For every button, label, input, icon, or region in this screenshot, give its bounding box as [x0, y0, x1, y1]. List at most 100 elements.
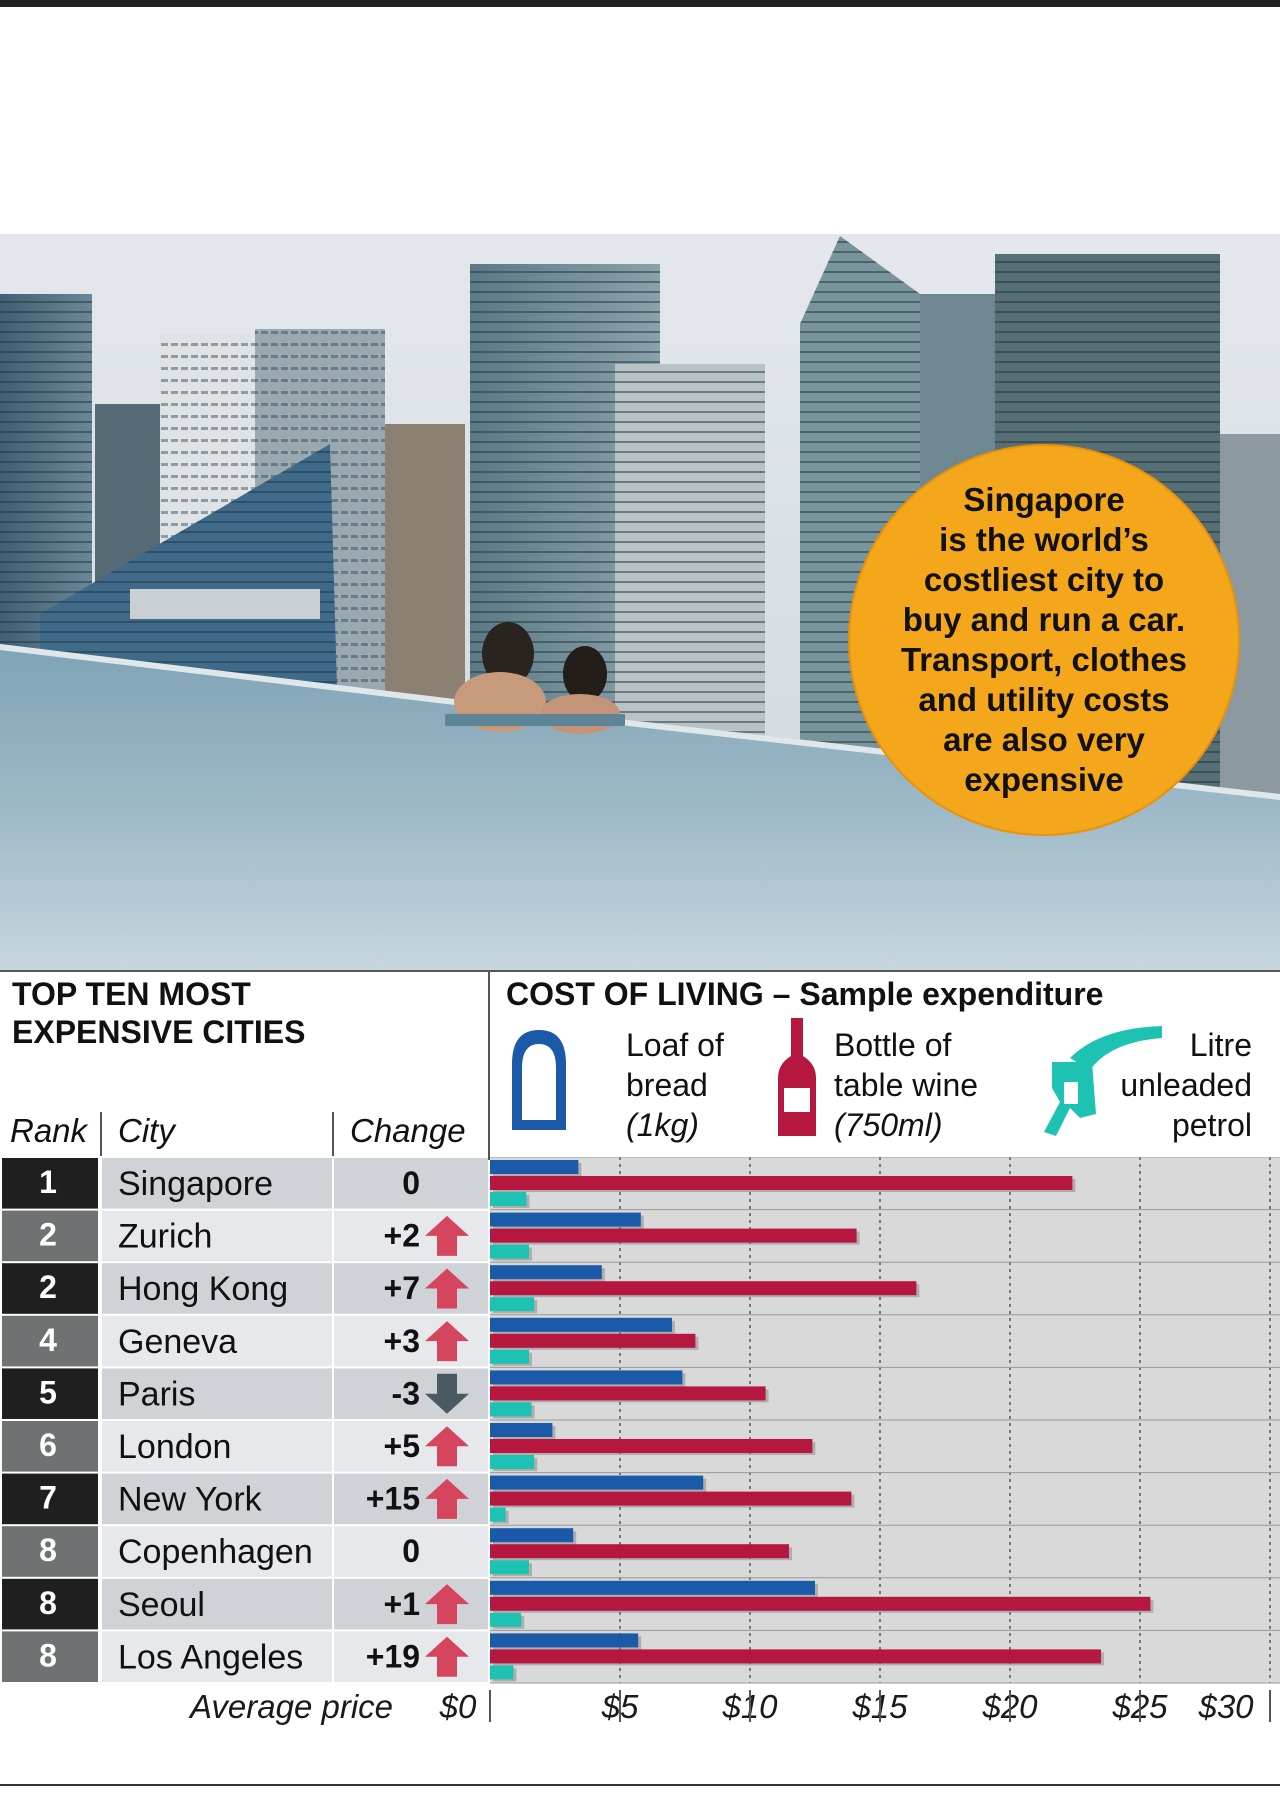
bread-bar	[490, 1580, 815, 1595]
bread-bar	[490, 1160, 579, 1174]
legend-petrol-line1: Litre	[1189, 1027, 1252, 1063]
change-value: +19	[366, 1638, 420, 1674]
change-value: +5	[384, 1428, 420, 1464]
section-divider-vertical	[488, 970, 490, 1160]
city-name: Copenhagen	[118, 1533, 313, 1571]
chart-title: COST OF LIVING – Sample expenditure	[506, 976, 1104, 1012]
city-cell	[102, 1526, 332, 1577]
header-city: City	[118, 1112, 175, 1149]
petrol-bar	[490, 1560, 529, 1575]
change-value: +2	[384, 1218, 420, 1254]
rank-cell	[2, 1368, 98, 1419]
rank-value: 2	[39, 1269, 57, 1305]
x-tick-mark	[619, 1690, 621, 1722]
rank-cell	[2, 1421, 98, 1472]
rank-value: 6	[39, 1427, 57, 1463]
rank-value: 7	[39, 1480, 57, 1516]
bread-bar	[490, 1370, 683, 1385]
top-rule	[0, 0, 1280, 7]
up-arrow-icon	[425, 1426, 469, 1467]
city-cell	[102, 1421, 332, 1472]
legend-petrol: Litre unleaded petrol	[1090, 1025, 1252, 1145]
up-arrow-icon	[425, 1215, 469, 1256]
legend-bread: Loaf of bread (1kg)	[626, 1025, 724, 1145]
rank-cell	[2, 1631, 98, 1682]
change-value: -3	[392, 1375, 420, 1411]
legend-wine-line1: Bottle of	[834, 1027, 952, 1063]
city-name: Geneva	[118, 1323, 237, 1361]
city-cell	[102, 1315, 332, 1367]
legend-petrol-line3: petrol	[1171, 1107, 1252, 1143]
x-tick-label: $0	[439, 1688, 477, 1725]
x-tick-mark	[1009, 1690, 1011, 1722]
change-cell	[334, 1421, 488, 1472]
city-name: London	[118, 1428, 231, 1466]
wine-bar	[490, 1491, 852, 1506]
bread-bar	[490, 1265, 602, 1280]
header-change: Change	[350, 1112, 466, 1149]
change-value: 0	[402, 1533, 420, 1569]
callout-text: Singapore is the world’s costliest city …	[900, 481, 1188, 798]
petrol-bar	[490, 1612, 522, 1627]
rank-value: 5	[39, 1374, 57, 1410]
legend-bread-line3: (1kg)	[626, 1107, 699, 1143]
wine-bar	[490, 1544, 789, 1559]
city-cell	[102, 1368, 332, 1419]
rank-cell	[2, 1578, 98, 1630]
x-tick-mark	[879, 1690, 881, 1722]
rank-cell	[2, 1526, 98, 1577]
petrol-bar	[490, 1665, 514, 1680]
city-cell	[102, 1263, 332, 1314]
petrol-bar	[490, 1455, 535, 1469]
fuel-nozzle-icon	[1030, 1018, 1166, 1142]
change-cell	[334, 1526, 488, 1577]
city-name: Seoul	[118, 1586, 205, 1624]
wine-bar	[490, 1281, 917, 1296]
city-name: Singapore	[118, 1165, 273, 1203]
down-arrow-icon	[425, 1373, 469, 1414]
bread-bar	[490, 1212, 641, 1227]
city-cell	[102, 1473, 332, 1525]
wine-bar	[490, 1439, 813, 1453]
header-rank: Rank	[10, 1112, 88, 1149]
rank-value: 4	[39, 1322, 57, 1358]
wine-bar	[490, 1596, 1151, 1611]
city-name: Hong Kong	[118, 1270, 288, 1308]
petrol-bar	[490, 1507, 506, 1522]
bread-bar	[490, 1475, 704, 1490]
up-arrow-icon	[425, 1268, 469, 1309]
rank-value: 8	[39, 1585, 57, 1621]
petrol-bar	[490, 1402, 532, 1417]
x-tick-label: $30	[1198, 1688, 1254, 1725]
change-value: +1	[384, 1586, 420, 1622]
up-arrow-icon	[425, 1478, 469, 1519]
bread-icon	[506, 1024, 572, 1134]
x-axis-label: Average price	[190, 1688, 394, 1725]
wine-bar	[490, 1386, 766, 1401]
city-cell	[102, 1631, 332, 1682]
change-value: 0	[402, 1165, 420, 1201]
petrol-bar	[490, 1297, 535, 1312]
up-arrow-icon	[425, 1321, 469, 1362]
city-cell	[102, 1210, 332, 1262]
bread-bar	[490, 1423, 553, 1437]
city-name: Paris	[118, 1375, 195, 1413]
change-value: +3	[384, 1323, 420, 1359]
city-cell	[102, 1578, 332, 1630]
rank-cell	[2, 1315, 98, 1367]
rank-value: 8	[39, 1532, 57, 1568]
legend-wine-line3: (750ml)	[834, 1107, 943, 1143]
petrol-bar	[490, 1192, 527, 1206]
wine-bar	[490, 1649, 1101, 1664]
wine-bottle-icon	[776, 1016, 818, 1140]
bread-bar	[490, 1317, 672, 1332]
bottom-rule	[0, 1784, 1280, 1786]
rank-value: 2	[39, 1217, 57, 1253]
callout-circle: Singapore is the world’s costliest city …	[848, 444, 1240, 836]
rank-cell	[2, 1473, 98, 1525]
rank-cell	[2, 1263, 98, 1314]
city-name: Zurich	[118, 1218, 212, 1256]
x-tick-mark	[1269, 1690, 1271, 1722]
city-cell	[102, 1158, 332, 1209]
rank-value: 1	[39, 1164, 57, 1200]
